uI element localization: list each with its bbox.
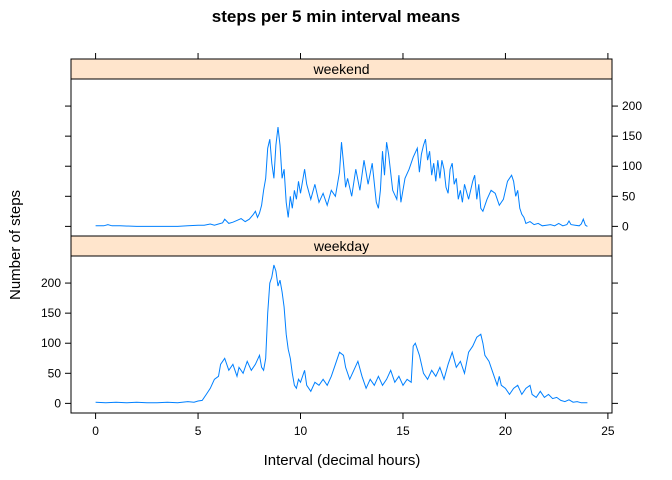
panel-frame-weekend — [70, 78, 613, 237]
y-tick-label-weekend-100: 100 — [622, 159, 642, 173]
panels: weekend 0 50 100 150 200 weekday 0 50 100 150 200 0 5… — [41, 53, 642, 438]
y-tick-label-weekend-50: 50 — [622, 189, 636, 203]
y-tick-label-weekday-50: 50 — [48, 366, 62, 380]
panel-weekend: weekend 0 50 100 150 200 — [65, 58, 642, 237]
series-line-weekday — [95, 264, 588, 404]
strip-label-weekday: weekday — [313, 238, 369, 254]
x-tick-label-20: 20 — [499, 424, 513, 438]
y-tick-label-weekday-0: 0 — [54, 396, 61, 410]
y-tick-label-weekday-100: 100 — [41, 336, 61, 350]
y-tick-label-weekend-200: 200 — [622, 99, 642, 113]
x-axis-label: Interval (decimal hours) — [264, 452, 421, 469]
y-tick-label-weekday-200: 200 — [41, 276, 61, 290]
x-tick-label-5: 5 — [195, 424, 202, 438]
strip-label-weekend: weekend — [312, 61, 369, 77]
y-axis-label: Number of steps — [7, 190, 24, 300]
chart-title: steps per 5 min interval means — [212, 7, 461, 26]
series-line-weekend — [95, 127, 588, 227]
x-tick-label-25: 25 — [601, 424, 615, 438]
y-tick-label-weekend-150: 150 — [622, 129, 642, 143]
x-tick-label-15: 15 — [396, 424, 410, 438]
panel-frame-weekday — [70, 255, 613, 414]
x-tick-label-0: 0 — [92, 424, 99, 438]
y-tick-label-weekday-150: 150 — [41, 306, 61, 320]
x-tick-label-10: 10 — [294, 424, 308, 438]
panel-weekday: weekday 0 50 100 150 200 — [41, 235, 618, 414]
y-tick-label-weekend-0: 0 — [622, 219, 629, 233]
